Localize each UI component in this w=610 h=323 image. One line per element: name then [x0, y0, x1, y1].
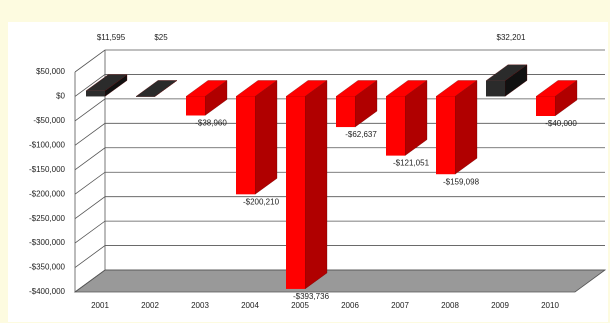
y-tick-label: -$200,000: [29, 189, 66, 198]
x-tick-label: 2008: [441, 301, 459, 310]
x-tick-label: 2004: [241, 301, 259, 310]
bar: [86, 90, 105, 97]
value-label: -$200,210: [243, 197, 280, 206]
value-label: -$393,736: [293, 292, 330, 301]
y-tick-label: -$300,000: [29, 238, 66, 247]
bar: [336, 96, 355, 128]
bar: [536, 96, 555, 116]
bar: [386, 96, 405, 156]
x-tick-label: 2003: [191, 301, 209, 310]
bar: [186, 96, 205, 116]
bar: [136, 96, 155, 97]
y-tick-label: -$100,000: [29, 140, 66, 149]
value-label: -$38,960: [195, 119, 227, 128]
x-tick-label: 2002: [141, 301, 159, 310]
x-tick-label: 2009: [491, 301, 509, 310]
y-tick-label: -$350,000: [29, 263, 66, 272]
value-label: $32,201: [497, 33, 526, 42]
bar-side: [454, 80, 478, 175]
value-label: $25: [154, 33, 168, 42]
bar: [286, 96, 305, 289]
x-tick-label: 2007: [391, 301, 409, 310]
y-tick-label: -$150,000: [29, 165, 66, 174]
y-tick-label: -$250,000: [29, 214, 66, 223]
bar: [486, 80, 505, 97]
y-tick-label: $50,000: [36, 67, 65, 76]
x-tick-label: 2010: [541, 301, 559, 310]
value-label: $11,595: [97, 33, 126, 42]
bar: [436, 96, 455, 175]
x-tick-label: 2006: [341, 301, 359, 310]
bar-side: [254, 80, 278, 195]
value-label: -$62,637: [345, 130, 377, 139]
value-label: -$40,000: [545, 119, 577, 128]
x-tick-label: 2005: [291, 301, 309, 310]
floor: [73, 269, 607, 293]
value-label: -$121,051: [393, 159, 430, 168]
y-tick-label: -$50,000: [33, 116, 65, 125]
value-label: -$159,098: [443, 177, 480, 186]
y-tick-label: -$400,000: [29, 287, 66, 296]
x-tick-label: 2001: [91, 301, 109, 310]
y-tick-label: $0: [56, 92, 65, 101]
bar: [236, 96, 255, 195]
bar-side: [304, 80, 328, 290]
